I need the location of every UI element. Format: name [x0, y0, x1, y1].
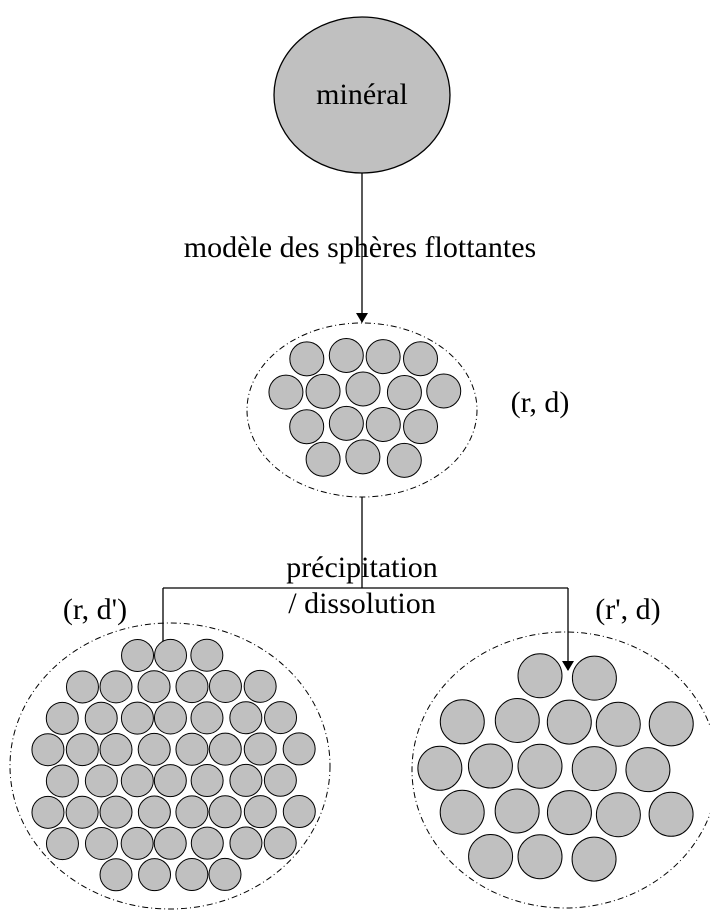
- sphere: [571, 655, 617, 701]
- sphere: [345, 439, 381, 475]
- sphere: [99, 670, 133, 704]
- sphere: [84, 827, 118, 861]
- sphere: [494, 788, 540, 834]
- sphere: [305, 373, 341, 409]
- sphere: [154, 638, 188, 672]
- sphere: [45, 701, 79, 735]
- sphere: [45, 764, 79, 798]
- process-label: / dissolution: [288, 587, 436, 620]
- sphere: [243, 795, 277, 829]
- sphere: [229, 701, 263, 735]
- sphere: [84, 701, 118, 735]
- sphere: [99, 732, 133, 766]
- sphere: [263, 826, 297, 860]
- sphere: [84, 764, 118, 798]
- sphere: [648, 791, 694, 837]
- sphere: [138, 858, 172, 892]
- sphere: [65, 795, 99, 829]
- middle-label: (r, d): [511, 386, 570, 419]
- sphere: [208, 732, 242, 766]
- sphere: [517, 834, 563, 880]
- sphere: [243, 669, 277, 703]
- sphere: [282, 732, 316, 766]
- sphere: [282, 795, 316, 829]
- sphere: [546, 699, 592, 745]
- sphere: [571, 836, 617, 882]
- sphere: [137, 732, 171, 766]
- sphere: [328, 405, 364, 441]
- sphere: [175, 858, 209, 892]
- sphere: [65, 670, 99, 704]
- sphere: [403, 341, 439, 377]
- envelope: [9, 622, 331, 910]
- sphere: [268, 374, 304, 410]
- mineral-label: minéral: [316, 78, 408, 111]
- model-label: modèle des sphères flottantes: [184, 231, 536, 264]
- sphere: [468, 834, 514, 880]
- sphere: [517, 653, 563, 699]
- sphere: [31, 733, 65, 767]
- process-label: précipitation: [286, 551, 438, 584]
- sphere: [175, 670, 209, 704]
- sphere: [467, 743, 513, 789]
- sphere: [31, 795, 65, 829]
- sphere: [595, 792, 641, 838]
- sphere: [120, 701, 154, 735]
- sphere: [289, 409, 325, 445]
- sphere: [153, 764, 187, 798]
- sphere: [45, 827, 79, 861]
- sphere: [99, 858, 133, 892]
- sphere: [426, 373, 462, 409]
- sphere: [517, 743, 563, 789]
- sphere-group: [31, 638, 316, 892]
- sphere: [365, 406, 401, 442]
- sphere: [571, 746, 617, 792]
- sphere-group: [417, 653, 694, 882]
- sphere: [190, 826, 224, 860]
- sphere: [439, 699, 485, 745]
- sphere: [121, 638, 155, 672]
- sphere: [365, 339, 401, 375]
- sphere: [264, 701, 298, 735]
- left-label: (r, d'): [63, 593, 127, 626]
- sphere: [190, 638, 224, 672]
- sphere: [417, 745, 463, 791]
- sphere: [403, 409, 439, 445]
- sphere: [345, 371, 381, 407]
- sphere: [229, 826, 263, 860]
- sphere: [386, 374, 422, 410]
- sphere: [65, 733, 99, 767]
- sphere: [546, 790, 592, 836]
- sphere: [120, 826, 154, 860]
- sphere: [289, 341, 325, 377]
- sphere: [625, 747, 671, 793]
- sphere: [263, 763, 297, 797]
- envelope: [411, 631, 710, 909]
- sphere: [208, 670, 242, 704]
- sphere: [595, 701, 641, 747]
- sphere: [305, 441, 341, 477]
- sphere: [175, 795, 209, 829]
- sphere: [137, 670, 171, 704]
- sphere: [190, 764, 224, 798]
- sphere: [208, 795, 242, 829]
- sphere: [648, 701, 694, 747]
- sphere: [229, 763, 263, 797]
- sphere: [175, 732, 209, 766]
- sphere-group: [268, 337, 462, 478]
- sphere: [243, 732, 277, 766]
- sphere: [153, 826, 187, 860]
- right-label: (r', d): [595, 593, 660, 626]
- sphere: [137, 795, 171, 829]
- sphere: [386, 442, 422, 478]
- sphere: [153, 701, 187, 735]
- sphere: [439, 789, 485, 835]
- sphere: [120, 764, 154, 798]
- sphere: [99, 795, 133, 829]
- sphere: [494, 697, 540, 743]
- sphere: [208, 857, 242, 891]
- sphere: [190, 701, 224, 735]
- sphere: [328, 337, 364, 373]
